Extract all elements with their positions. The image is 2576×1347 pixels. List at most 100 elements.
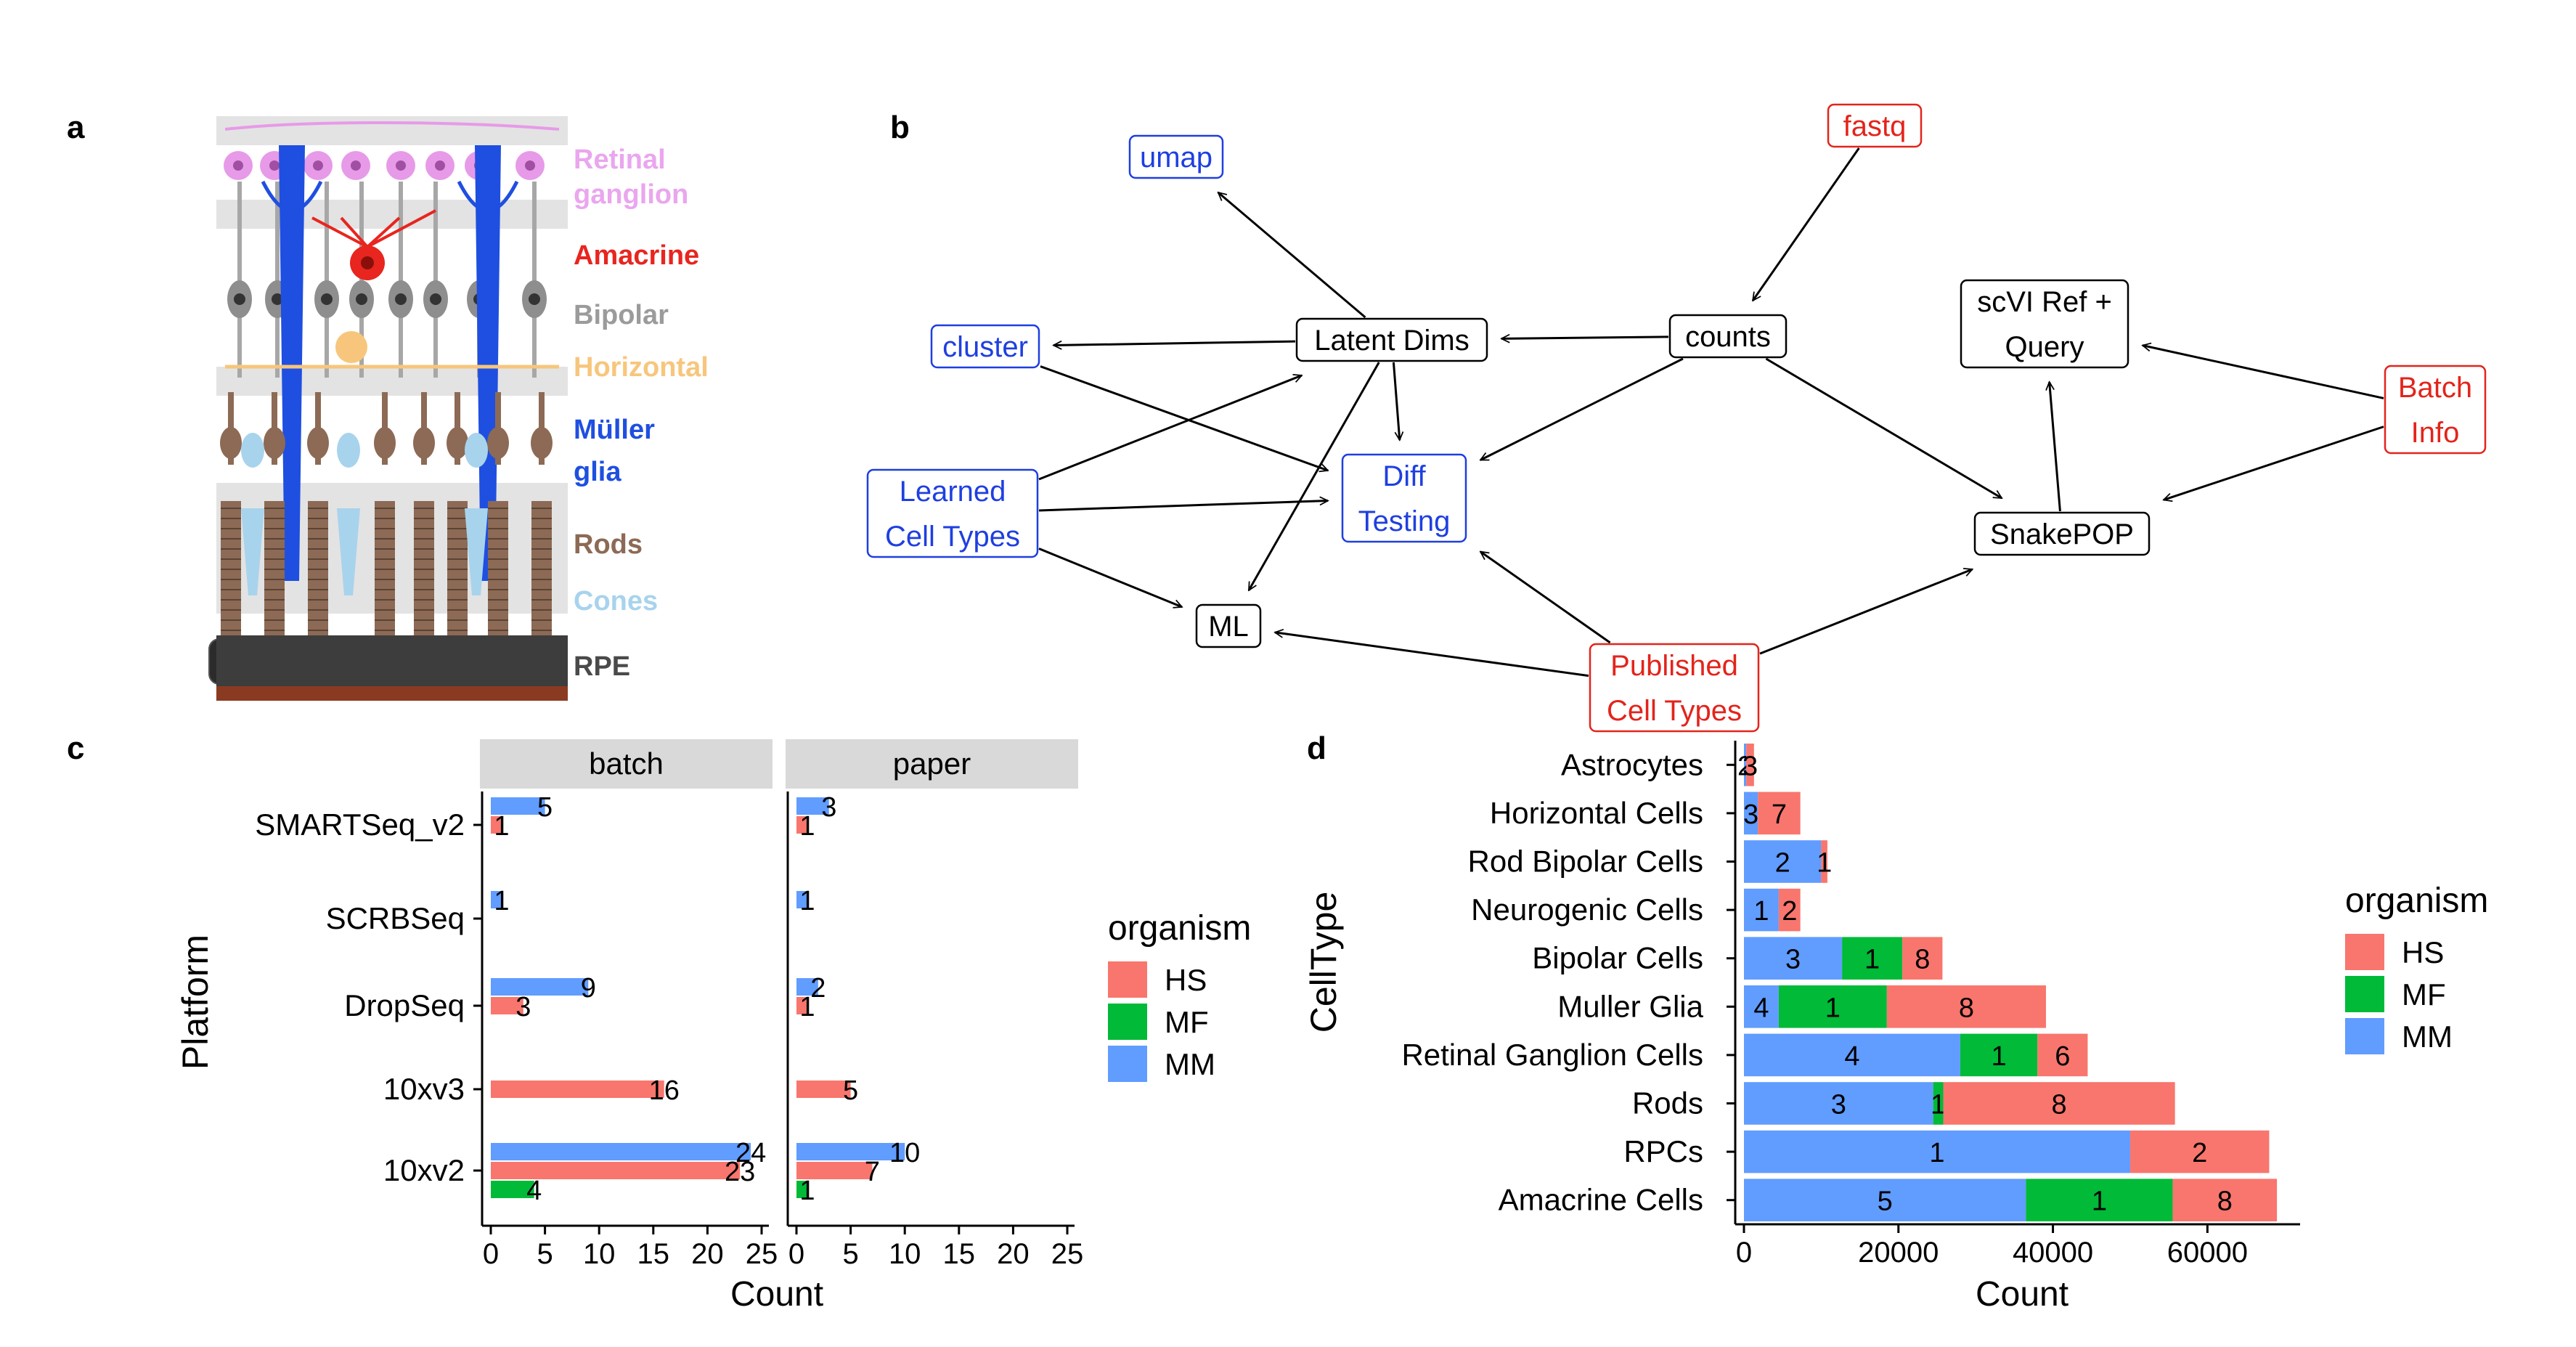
node-fastq: fastq	[1827, 103, 1923, 148]
cell-type-labels: Retinal ganglion Amacrine Bipolar Horizontal…	[574, 145, 709, 682]
segment-label: 3	[1743, 799, 1758, 830]
stacked-bar-segment	[1744, 937, 1843, 980]
x-tick-label: 20	[997, 1238, 1030, 1270]
segment-label: 4	[1753, 993, 1769, 1023]
facet-label: paper	[893, 746, 971, 781]
bar	[491, 1081, 664, 1098]
segment-label: 3	[1743, 751, 1758, 781]
workflow-edges	[1038, 147, 2384, 677]
node-label: Testing	[1358, 505, 1451, 537]
cell-type-label: Horizontal	[574, 352, 709, 383]
node-label: Learned	[900, 476, 1006, 508]
y-tick-label: Rods	[1632, 1086, 1703, 1120]
x-tick-label: 0	[788, 1238, 804, 1270]
segment-label: 1	[1864, 945, 1880, 975]
workflow-arrow	[1038, 501, 1328, 512]
x-tick-label: 10	[583, 1238, 616, 1270]
stacked-bar-segment	[1746, 743, 1754, 786]
bar	[491, 1162, 741, 1179]
workflow-arrow	[1038, 375, 1302, 481]
workflow-nodes: umap fastq cluster Latent Dims counts scVI Re…	[866, 103, 2487, 733]
segment-label: 3	[1785, 945, 1801, 975]
rod-icon	[487, 427, 509, 459]
bar	[796, 1162, 873, 1179]
node-label: Batch	[2398, 372, 2472, 404]
legend-swatch	[1108, 1004, 1147, 1040]
cone-icon	[465, 433, 488, 468]
segment-label: 8	[2217, 1187, 2233, 1217]
node-ml: ML	[1195, 603, 1262, 648]
x-tick-label: 15	[637, 1238, 670, 1270]
bar-value-label: 3	[821, 792, 836, 823]
bar	[491, 997, 523, 1014]
x-tick-label: 60000	[2167, 1237, 2248, 1269]
legend-title: organism	[2345, 882, 2488, 920]
horizontal-cell-icon	[335, 331, 367, 363]
cell-type-label: Rods	[574, 529, 643, 560]
cell-type-label: Amacrine	[574, 240, 699, 271]
segment-label: 5	[1878, 1187, 1893, 1217]
segment-label: 4	[1844, 1041, 1859, 1072]
organism-legend-c: organism HS MF MM	[1108, 909, 1251, 1082]
bar	[491, 978, 589, 996]
workflow-arrow	[1501, 337, 1669, 338]
workflow-arrow	[1038, 548, 1182, 607]
cell-type-label: Retinal	[574, 145, 666, 175]
stacked-bar-segment	[2172, 1179, 2278, 1222]
node-diff: Diff Testing	[1341, 453, 1467, 543]
stacked-bar-segment	[1960, 1033, 2038, 1077]
bar-value-label: 4	[526, 1176, 542, 1206]
y-tick-label: SMARTSeq_v2	[255, 807, 465, 842]
bar	[491, 1181, 534, 1198]
legend-swatch	[2345, 1018, 2384, 1054]
workflow-arrow	[2143, 346, 2384, 399]
y-tick-label: Muller Glia	[1557, 989, 1703, 1023]
facet-label: batch	[589, 746, 664, 781]
cell-type-label: Bipolar	[574, 300, 669, 330]
segment-label: 1	[2092, 1187, 2107, 1217]
stacked-bar-segment	[2129, 1130, 2270, 1173]
facet-strip	[786, 739, 1078, 789]
stacked-bar-segment	[1744, 743, 1747, 786]
bar	[796, 1081, 851, 1098]
node-label: Latent Dims	[1314, 325, 1469, 357]
y-tick-label: Bipolar Cells	[1532, 941, 1703, 975]
cell-type-label: ganglion	[574, 179, 688, 210]
bar-value-label: 2	[810, 973, 826, 1004]
stacked-bar-segment	[1744, 985, 1779, 1028]
node-label: ML	[1208, 611, 1249, 643]
workflow-arrow	[2050, 382, 2061, 512]
y-tick-label: DropSeq	[344, 988, 465, 1022]
y-axis-label: Platform	[175, 935, 216, 1070]
segment-label: 2	[2192, 1138, 2207, 1168]
x-tick-label: 40000	[2013, 1237, 2093, 1269]
segment-label: 2	[1782, 896, 1797, 927]
workflow-arrow	[1480, 357, 1684, 461]
bar-value-label: 1	[799, 811, 815, 842]
y-tick-label: 10xv3	[383, 1072, 465, 1106]
x-tick-label: 25	[746, 1238, 778, 1270]
stacked-bar-segment	[1744, 1130, 2130, 1173]
node-label: Diff	[1382, 460, 1426, 492]
bar-value-label: 10	[889, 1138, 920, 1168]
stacked-bar-segment	[1744, 1179, 2026, 1222]
bar-value-label: 1	[799, 886, 815, 916]
workflow-arrow	[1218, 192, 1366, 319]
bar-value-label: 9	[581, 973, 596, 1004]
x-tick-label: 20	[691, 1238, 724, 1270]
bar-value-label: 1	[799, 1176, 815, 1206]
y-tick-label: SCRBSeq	[326, 901, 465, 935]
stacked-bar-segment	[1778, 888, 1801, 932]
stacked-bar-segment	[1886, 985, 2046, 1028]
workflow-arrow	[1759, 569, 1973, 655]
y-tick-label: RPCs	[1623, 1134, 1703, 1168]
x-tick-label: 5	[537, 1238, 553, 1270]
legend-label: MF	[2402, 977, 2446, 1012]
legend-swatch	[2345, 934, 2384, 970]
workflow-arrow	[2164, 426, 2384, 500]
stacked-bar-segment	[1758, 791, 1801, 835]
bar-value-label: 24	[735, 1138, 766, 1168]
segment-label: 2	[1775, 848, 1790, 879]
